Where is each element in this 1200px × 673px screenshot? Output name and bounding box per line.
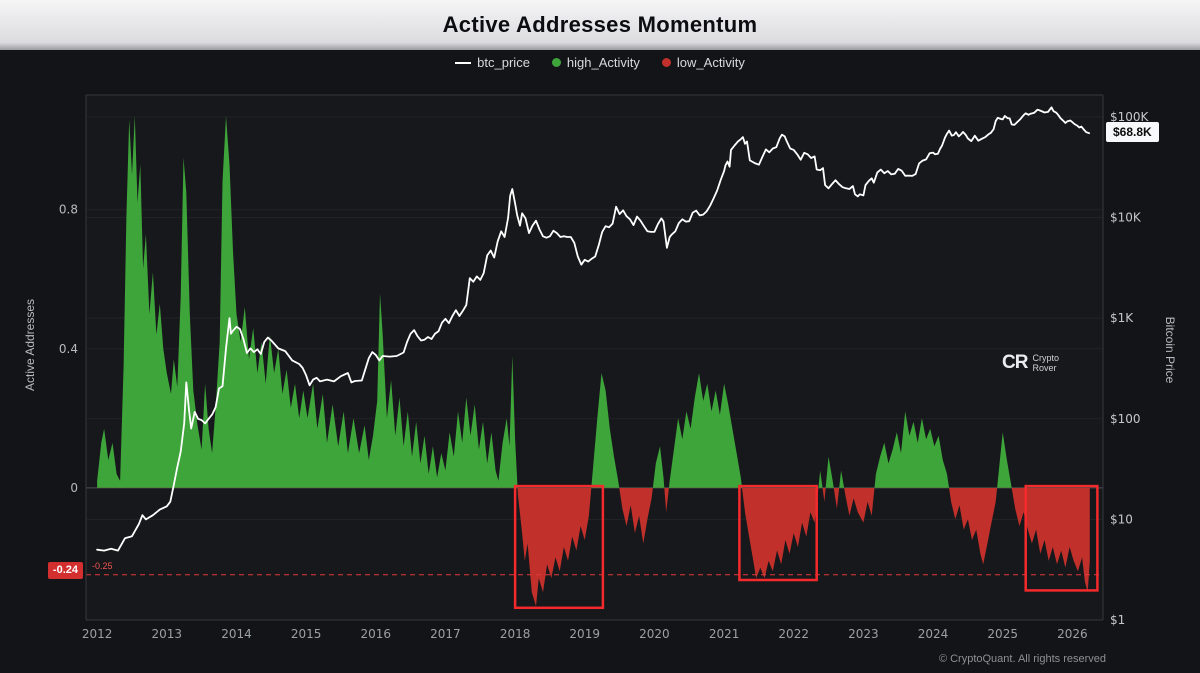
x-tick-label: 2017 [430, 627, 461, 641]
x-tick-label: 2013 [152, 627, 183, 641]
x-tick-label: 2020 [639, 627, 670, 641]
highlight-box [738, 484, 818, 582]
threshold-line-label: -0.25 [92, 560, 113, 571]
btc-price-line [96, 106, 1090, 552]
x-tick-label: 2026 [1057, 627, 1088, 641]
x-tick-label: 2019 [569, 627, 600, 641]
crypto-rover-mark-icon: CR [1002, 352, 1028, 373]
high_Activity-marker-icon [551, 58, 561, 67]
y-left-tick-label: 0.4 [59, 342, 78, 356]
crypto-rover-name-line2: Rover [1032, 363, 1057, 373]
momentum-area-positive [97, 115, 1012, 488]
page-title: Active Addresses Momentum [442, 12, 758, 37]
y-axis-title-left: Active Addresses [23, 298, 37, 392]
y-left-tick-label: 0.8 [59, 203, 78, 217]
crypto-rover-name-line1: Crypto [1032, 353, 1059, 363]
x-tick-label: 2014 [221, 627, 252, 641]
low_Activity-marker-icon [661, 58, 671, 67]
y-left-tick-label: 0 [70, 481, 78, 495]
x-tick-label: 2022 [778, 627, 809, 641]
crypto-rover-logo: CR Crypto Rover [1002, 352, 1059, 374]
y-right-tick-label: $100K [1110, 110, 1150, 124]
y-axis-title-right: Bitcoin Price [1163, 316, 1177, 384]
y-right-tick-label: $10K [1110, 211, 1142, 225]
y-right-tick-label: $1K [1110, 311, 1134, 325]
copyright-text: © CryptoQuant. All rights reserved [938, 653, 1106, 665]
legend-label: low_Activity [676, 55, 745, 70]
crypto-rover-name: Crypto Rover [1032, 353, 1059, 373]
legend-item-high_Activity: high_Activity [551, 55, 640, 70]
momentum-area-negative [97, 487, 1090, 607]
x-tick-label: 2012 [82, 627, 113, 641]
y-right-tick-label: $1 [1110, 613, 1125, 627]
x-tick-label: 2018 [500, 627, 531, 641]
legend: btc_price high_Activity low_Activity [0, 55, 1200, 70]
x-tick-label: 2024 [918, 627, 949, 641]
y-right-tick-label: $100 [1110, 412, 1141, 426]
x-tick-label: 2025 [987, 627, 1018, 641]
header: Active Addresses Momentum [0, 0, 1200, 50]
current-price-badge: $68.8K [1106, 122, 1159, 143]
highlight-box [1024, 484, 1099, 592]
legend-item-btc_price: btc_price [455, 55, 530, 70]
btc_price-marker-icon [455, 61, 472, 64]
legend-label: btc_price [477, 55, 530, 70]
momentum-value-badge: -0.24 [47, 562, 83, 580]
legend-item-low_Activity: low_Activity [661, 55, 745, 70]
x-tick-label: 2016 [361, 627, 392, 641]
x-tick-label: 2023 [848, 627, 879, 641]
x-tick-label: 2021 [709, 627, 740, 641]
highlight-box [513, 484, 605, 610]
x-tick-label: 2015 [291, 627, 322, 641]
y-right-tick-label: $10 [1110, 512, 1133, 526]
legend-label: high_Activity [566, 55, 640, 70]
